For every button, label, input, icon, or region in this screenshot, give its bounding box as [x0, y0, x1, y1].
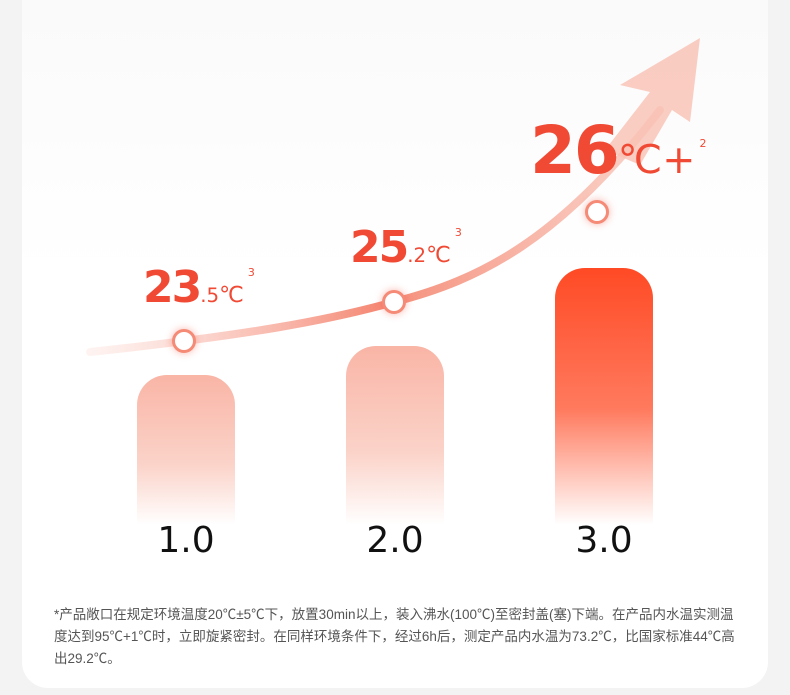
value-unit: ℃ [426, 243, 451, 268]
category-label: 3.0 [575, 520, 633, 561]
data-point [172, 329, 196, 353]
footnote: *产品敞口在规定环境温度20℃±5℃下，放置30min以上，装入沸水(100℃)… [54, 607, 735, 666]
value-int: 23 [143, 262, 202, 313]
bar [346, 346, 444, 525]
data-point [382, 290, 406, 314]
value-unit: ℃+ [617, 137, 696, 183]
value-label: 23.5℃3 [143, 262, 255, 313]
footnote-marker: 2 [699, 136, 707, 150]
arrow-head [605, 38, 700, 165]
value-dec: .5 [200, 284, 220, 307]
bar [555, 268, 653, 525]
data-point [585, 200, 609, 224]
value-int: 25 [350, 222, 409, 273]
footnote-marker: 3 [454, 225, 462, 239]
footnote-marker: 3 [247, 265, 255, 279]
value-label: 25.2℃3 [350, 222, 462, 273]
value-int: 26 [530, 112, 620, 189]
category-label: 1.0 [157, 520, 215, 561]
bar [137, 375, 235, 525]
category-label: 2.0 [366, 520, 424, 561]
value-label: 26℃+ 2 [530, 112, 706, 189]
value-unit: ℃ [219, 283, 244, 308]
value-dec: .2 [407, 244, 427, 267]
